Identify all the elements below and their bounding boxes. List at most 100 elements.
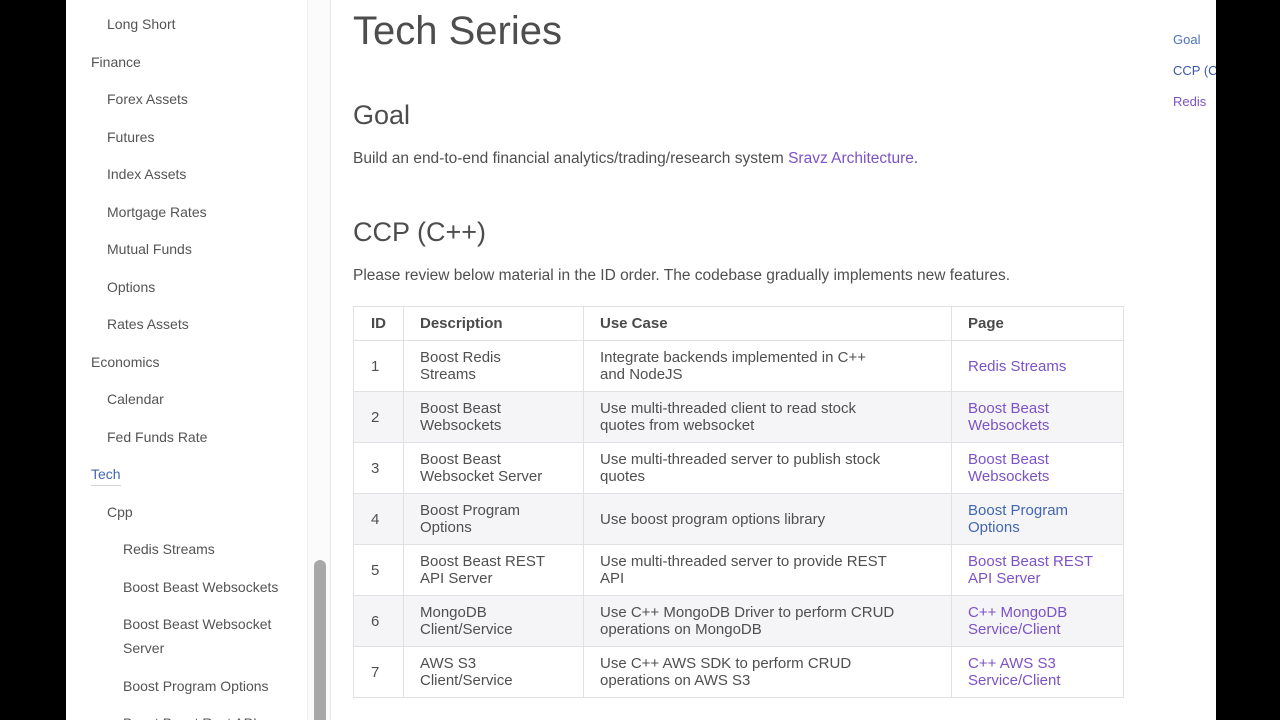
cell-description: MongoDB Client/Service	[403, 595, 584, 647]
cell-id: 3	[353, 442, 404, 494]
table-row: 1 Boost Redis Streams Integrate backends i…	[353, 340, 1124, 392]
table-row: 5 Boost Beast REST API Server Use multi-th…	[353, 544, 1124, 596]
sidebar-link[interactable]: Boost Beast Websocket Server	[123, 616, 272, 656]
toc-item-goal: Goal	[1173, 33, 1216, 47]
page-link[interactable]: Boost Program Options	[968, 502, 1069, 536]
cell-usecase: Use C++ AWS SDK to perform CRUD operatio…	[583, 646, 952, 698]
page-link[interactable]: C++ MongoDB Service/Client	[968, 604, 1068, 638]
table-row: 2 Boost Beast Websockets Use multi-threade…	[353, 391, 1124, 443]
sidebar-link[interactable]: Boost Beast Rest API Server	[123, 715, 257, 720]
toc-item-ccp-c-: CCP (C++)	[1173, 64, 1216, 78]
cell-description: Boost Beast Websockets	[403, 391, 584, 443]
cell-usecase: Use multi-threaded server to provide RES…	[583, 544, 952, 596]
ccp-paragraph: Please review below material in the ID o…	[353, 267, 1011, 284]
column-header-usecase: Use Case	[583, 306, 952, 341]
page-link[interactable]: Boost Beast Websockets	[968, 451, 1050, 485]
table-row: 4 Boost Program Options Use boost program …	[353, 493, 1124, 545]
sidebar-link[interactable]: Rates Assets	[107, 316, 189, 332]
page-link[interactable]: Boost Beast REST API Server	[968, 553, 1094, 587]
sidebar-link[interactable]: Long Short	[107, 16, 176, 32]
sidebar-link[interactable]: Futures	[107, 128, 155, 145]
sidebar-link[interactable]: Redis Streams	[123, 541, 215, 557]
material-table: ID Description Use Case Page 1 Boost Redi…	[353, 306, 1124, 698]
goal-paragraph: Build an end-to-end financial analytics/…	[353, 148, 1123, 169]
page-toc: Goal CCP (C++) Redis	[1173, 33, 1216, 126]
sidebar-link[interactable]: Economics	[91, 353, 160, 370]
sidebar-item-economics: Economics	[66, 343, 331, 381]
sidebar-item-tech: Tech	[66, 455, 331, 493]
letterbox-left	[0, 0, 66, 720]
sidebar-link[interactable]: Forex Assets	[107, 91, 188, 107]
cell-page: Boost Beast Websockets	[951, 442, 1124, 494]
sidebar-link[interactable]: Finance	[91, 53, 141, 70]
cell-id: 4	[353, 493, 404, 545]
toc-link[interactable]: Redis	[1173, 94, 1207, 109]
sidebar-scrollbar-thumb[interactable]	[314, 560, 326, 720]
sidebar-item-futures: Futures	[66, 118, 331, 156]
sidebar-item-calendar: Calendar	[66, 380, 331, 418]
cell-page: C++ MongoDB Service/Client	[951, 595, 1124, 647]
sidebar-list: Long Short Finance Forex Assets Futures Inde…	[66, 5, 331, 720]
sidebar-item-forex-assets: Forex Assets	[66, 80, 331, 118]
cell-id: 7	[353, 646, 404, 698]
cell-page: Boost Program Options	[951, 493, 1124, 545]
page-link[interactable]: Redis Streams	[968, 357, 1067, 375]
sidebar-item-finance: Finance	[66, 43, 331, 81]
cell-description: Boost Beast REST API Server	[403, 544, 584, 596]
cell-description: Boost Program Options	[403, 493, 584, 545]
cell-usecase: Use boost program options library	[583, 493, 952, 545]
sidebar-item-boost-beast-rest-api-server: Boost Beast Rest API Server	[66, 704, 331, 720]
sidebar-item-redis-streams: Redis Streams	[66, 530, 331, 568]
column-header-description: Description	[403, 306, 584, 341]
sidebar-item-boost-program-options: Boost Program Options	[66, 667, 331, 705]
cell-id: 5	[353, 544, 404, 596]
page-link[interactable]: Boost Beast Websockets	[968, 400, 1050, 434]
section-heading-ccp: CCP (C++)	[353, 217, 487, 247]
sidebar-link[interactable]: Calendar	[107, 391, 164, 407]
sidebar-item-boost-beast-websockets: Boost Beast Websockets	[66, 568, 331, 606]
toc-item-redis: Redis	[1173, 95, 1216, 109]
sidebar-item-long-short: Long Short	[66, 5, 331, 43]
table-row: 3 Boost Beast Websocket Server Use multi-t…	[353, 442, 1124, 494]
cell-id: 1	[353, 340, 404, 392]
browser-viewport: Long Short Finance Forex Assets Futures Inde…	[66, 0, 1216, 720]
toc-link[interactable]: Goal	[1173, 32, 1201, 47]
cell-id: 6	[353, 595, 404, 647]
cell-id: 2	[353, 391, 404, 443]
cell-description: Boost Redis Streams	[403, 340, 584, 392]
table-header-row: ID Description Use Case Page	[353, 306, 1124, 341]
cell-page: Boost Beast REST API Server	[951, 544, 1124, 596]
sidebar-link[interactable]: Tech	[91, 466, 121, 486]
cell-page: Redis Streams	[951, 340, 1124, 392]
sidebar-link[interactable]: Index Assets	[107, 166, 187, 182]
sidebar-link[interactable]: Boost Beast Websockets	[123, 578, 279, 595]
sidebar-nav: Long Short Finance Forex Assets Futures Inde…	[66, 0, 331, 720]
toc-link[interactable]: CCP (C++)	[1173, 63, 1216, 78]
sidebar-item-mutual-funds: Mutual Funds	[66, 230, 331, 268]
column-header-page: Page	[951, 306, 1124, 341]
sidebar-item-options: Options	[66, 268, 331, 306]
goal-text-suffix: .	[913, 150, 919, 167]
letterbox-right	[1216, 0, 1280, 720]
cell-usecase: Use multi-threaded client to read stock …	[583, 391, 952, 443]
cell-page: Boost Beast Websockets	[951, 391, 1124, 443]
sidebar-link[interactable]: Options	[107, 278, 156, 295]
goal-text-prefix: Build an end-to-end financial analytics/…	[353, 150, 789, 167]
sidebar-link[interactable]: Mutual Funds	[107, 241, 192, 257]
cell-usecase: Use C++ MongoDB Driver to perform CRUD o…	[583, 595, 952, 647]
sidebar-item-fed-funds-rate: Fed Funds Rate	[66, 418, 331, 456]
cell-page: C++ AWS S3 Service/Client	[951, 646, 1124, 698]
sidebar-link[interactable]: Mortgage Rates	[107, 203, 207, 220]
sidebar-link[interactable]: Cpp	[107, 503, 133, 520]
sidebar-link[interactable]: Boost Program Options	[123, 677, 269, 694]
sidebar-item-cpp: Cpp	[66, 493, 331, 531]
sravz-architecture-link[interactable]: Sravz Architecture	[788, 150, 914, 167]
cell-description: Boost Beast Websocket Server	[403, 442, 584, 494]
sidebar-item-index-assets: Index Assets	[66, 155, 331, 193]
page-link[interactable]: C++ AWS S3 Service/Client	[968, 655, 1061, 689]
sidebar-scrollbar-track[interactable]	[307, 0, 331, 720]
column-header-id: ID	[353, 306, 404, 341]
table-row: 7 AWS S3 Client/Service Use C++ AWS SDK to…	[353, 646, 1124, 698]
sidebar-link[interactable]: Fed Funds Rate	[107, 428, 208, 445]
sidebar-item-boost-beast-websocket-server: Boost Beast Websocket Server	[66, 605, 331, 667]
